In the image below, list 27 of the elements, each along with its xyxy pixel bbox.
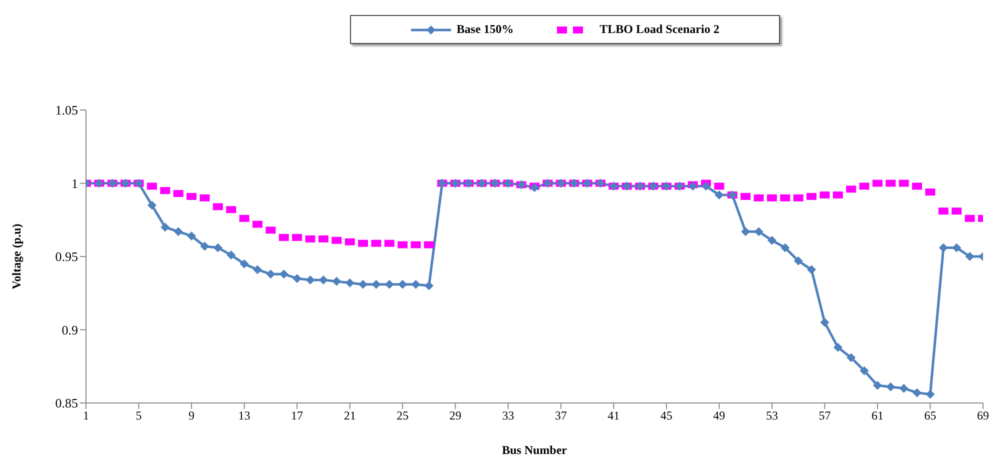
x-tick-label: 49 (713, 408, 726, 423)
x-tick-label: 61 (871, 408, 884, 423)
x-tick-label: 69 (977, 408, 989, 423)
x-tick-label: 9 (188, 408, 195, 423)
y-axis-title: Voltage (p.u) (9, 224, 24, 290)
x-tick-label: 65 (924, 408, 936, 423)
x-tick-label: 53 (766, 408, 778, 423)
x-tick-label: 17 (291, 408, 304, 423)
y-tick-label: 1.05 (55, 102, 78, 118)
y-tick-label: 0.95 (55, 249, 78, 264)
x-tick-label: 5 (136, 408, 142, 423)
y-tick-label: 0.85 (55, 396, 78, 411)
x-tick-label: 29 (449, 408, 462, 423)
x-tick-label: 33 (502, 408, 514, 423)
x-tick-label: 45 (660, 408, 672, 423)
x-axis-title: Bus Number (502, 443, 568, 457)
legend-label: Base 150% (456, 22, 514, 37)
x-tick-label: 21 (344, 408, 356, 423)
x-tick-label: 25 (396, 408, 409, 423)
x-tick-label: 37 (554, 408, 567, 423)
x-tick-label: 13 (238, 408, 250, 423)
x-tick-label: 57 (818, 408, 831, 423)
y-tick-label: 1 (72, 176, 78, 191)
y-tick-label: 0.9 (62, 322, 78, 338)
legend-label: TLBO Load Scenario 2 (600, 22, 720, 37)
x-tick-label: 1 (83, 408, 89, 423)
x-tick-label: 41 (608, 408, 620, 423)
